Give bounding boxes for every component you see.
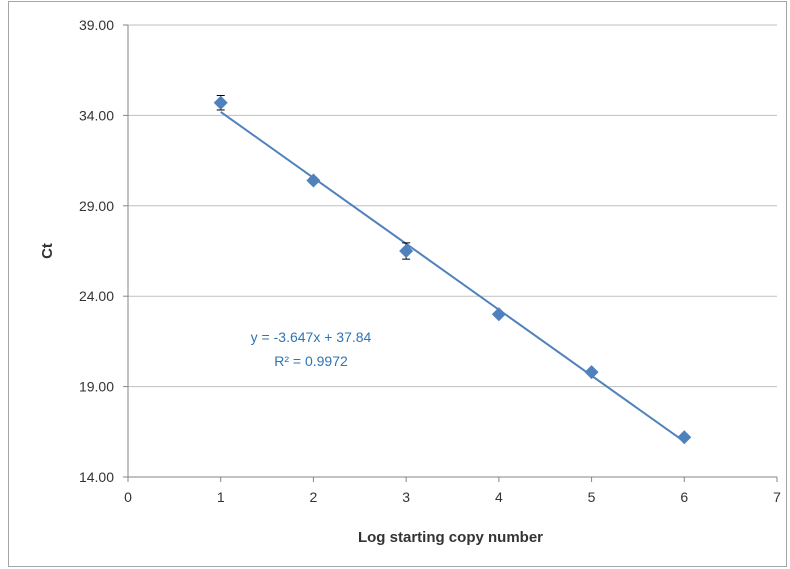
r-squared-label: R² = 0.9972	[274, 353, 348, 369]
x-tick-label: 1	[217, 489, 225, 505]
y-axis-title: Ct	[39, 243, 56, 259]
data-point-group	[213, 95, 228, 111]
trendline-equation: y = -3.647x + 37.84	[251, 329, 372, 345]
data-point	[677, 430, 692, 445]
data-point	[213, 95, 228, 110]
y-tick-label: 14.00	[79, 469, 114, 485]
data-point	[306, 173, 321, 188]
x-tick-label: 5	[588, 489, 596, 505]
y-tick-label: 34.00	[79, 107, 114, 123]
x-tick-label: 3	[402, 489, 410, 505]
data-points	[213, 95, 692, 445]
y-tick-label: 29.00	[79, 198, 114, 214]
x-tick-label: 7	[773, 489, 781, 505]
data-point	[399, 244, 414, 258]
data-point-group	[491, 307, 506, 322]
x-tick-label: 2	[310, 489, 318, 505]
x-tick-labels: 0 1 2 3 4 5 6 7	[124, 489, 781, 505]
trendline	[220, 111, 685, 443]
y-tick-labels: 14.00 19.00 24.00 29.00 34.00 39.00	[79, 17, 114, 485]
x-tick-label: 6	[680, 489, 688, 505]
trendline-group	[220, 111, 685, 443]
y-tick-label: 19.00	[79, 379, 114, 395]
data-point	[491, 307, 506, 322]
gridlines	[128, 24, 777, 388]
y-tick-label: 24.00	[79, 288, 114, 304]
chart-frame	[8, 1, 787, 567]
x-tick-label: 0	[124, 489, 132, 505]
data-point	[584, 365, 599, 380]
y-tick-label: 39.00	[79, 17, 114, 33]
data-point-group	[677, 430, 692, 445]
x-axis-title: Log starting copy number	[358, 529, 543, 546]
x-tick-label: 4	[495, 489, 503, 505]
data-point-group	[306, 173, 321, 188]
data-point-group	[399, 242, 414, 260]
data-point-group	[584, 365, 599, 380]
axes	[123, 24, 778, 482]
